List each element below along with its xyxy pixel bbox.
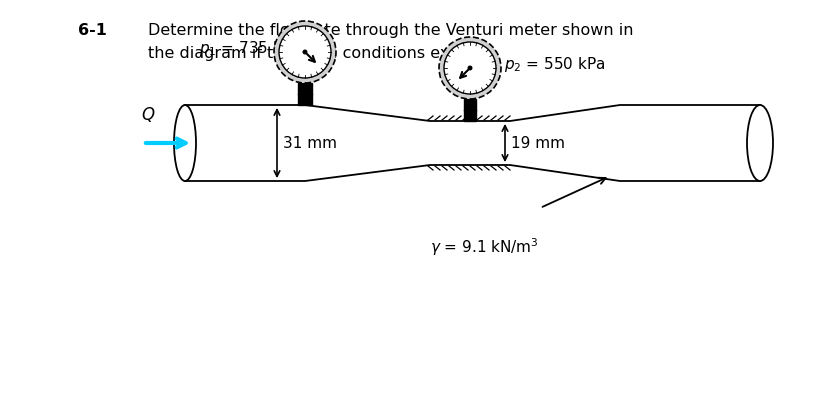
Circle shape xyxy=(444,42,496,94)
Text: the diagram if the ideal conditions exist.: the diagram if the ideal conditions exis… xyxy=(148,46,474,61)
Circle shape xyxy=(279,26,331,78)
Text: Determine the flow rate through the Venturi meter shown in: Determine the flow rate through the Vent… xyxy=(148,23,633,38)
Polygon shape xyxy=(185,105,760,181)
Text: 6-1: 6-1 xyxy=(78,23,107,38)
Circle shape xyxy=(439,37,501,99)
Ellipse shape xyxy=(747,105,773,181)
Polygon shape xyxy=(464,99,476,121)
Text: $Q$: $Q$ xyxy=(141,105,155,125)
Text: $p_1$ = 735 kPa: $p_1$ = 735 kPa xyxy=(199,39,300,57)
Text: $p_2$ = 550 kPa: $p_2$ = 550 kPa xyxy=(504,55,605,74)
Ellipse shape xyxy=(174,105,196,181)
Circle shape xyxy=(303,49,308,55)
Circle shape xyxy=(274,21,336,83)
Text: 31 mm: 31 mm xyxy=(283,135,337,150)
Circle shape xyxy=(467,66,472,70)
Polygon shape xyxy=(298,83,312,105)
Text: $\gamma$ = 9.1 kN/m$^3$: $\gamma$ = 9.1 kN/m$^3$ xyxy=(430,236,539,258)
Text: 19 mm: 19 mm xyxy=(511,135,565,150)
